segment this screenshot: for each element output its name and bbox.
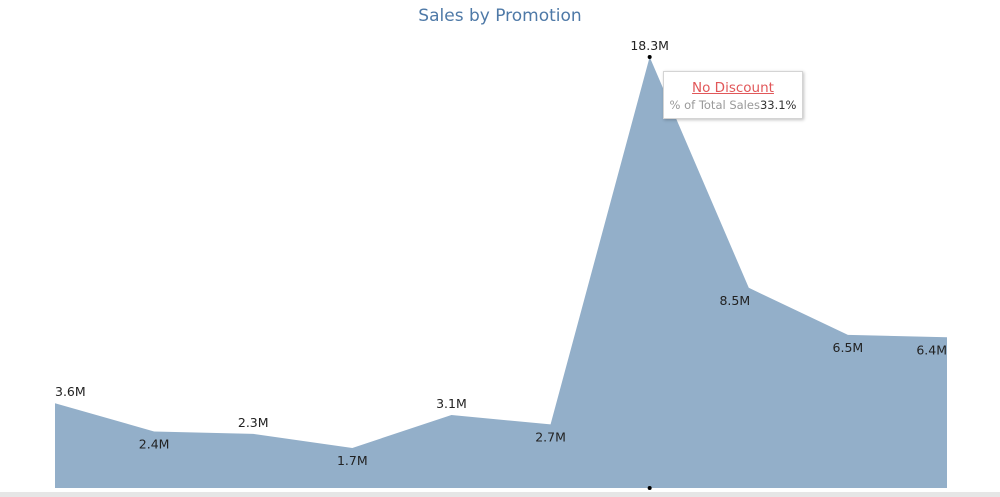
data-label: 3.1M [436,396,467,411]
data-label: 18.3M [630,38,669,53]
tooltip-row: % of Total Sales33.1% [664,98,802,112]
chart-title: Sales by Promotion [418,6,582,26]
data-label: 1.7M [337,453,368,468]
tooltip-label: % of Total Sales [669,98,760,112]
tooltip-title[interactable]: No Discount [692,80,774,96]
data-label: 3.6M [55,384,86,399]
tooltip: No Discount % of Total Sales33.1% [663,71,803,119]
data-label: 8.5M [719,293,750,308]
bottom-scrollbar[interactable] [0,492,1000,497]
selected-point-marker[interactable] [647,55,652,59]
data-label: 6.4M [916,342,947,357]
tooltip-value: 33.1% [759,98,797,112]
data-label: 2.4M [139,436,170,451]
data-label: 2.3M [238,415,269,430]
area-series[interactable] [55,57,947,488]
data-label: 2.7M [535,429,566,444]
selected-point-marker[interactable] [647,486,652,490]
data-label: 6.5M [833,340,864,355]
